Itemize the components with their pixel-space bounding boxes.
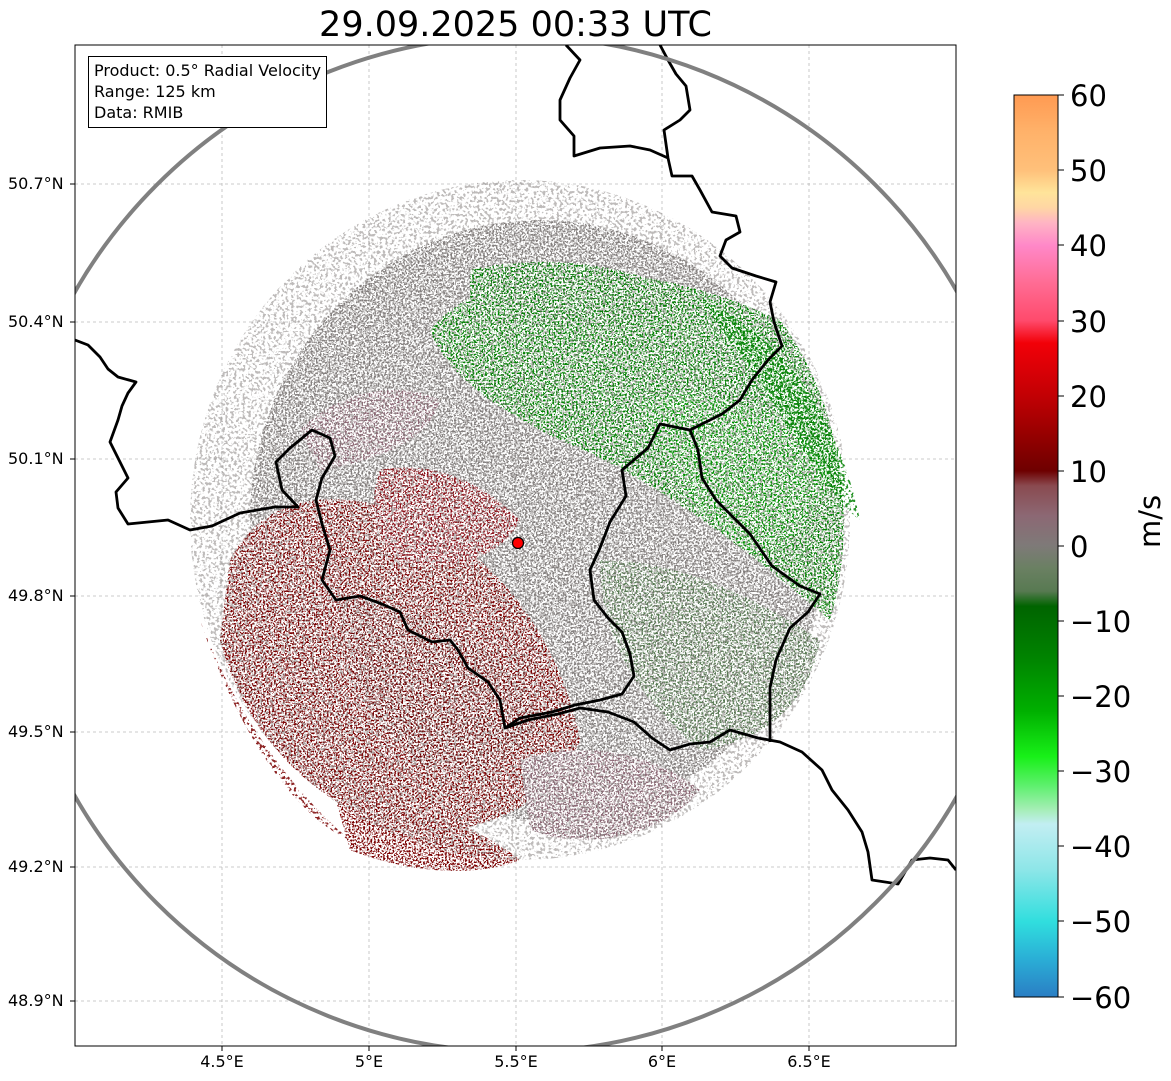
colorbar-ticks <box>1058 94 1064 998</box>
colorbar-tick-label: −30 <box>1070 755 1132 789</box>
range-label: Range: 125 km <box>94 82 216 101</box>
colorbar <box>1013 94 1059 998</box>
colorbar-tick-label: 0 <box>1070 530 1089 564</box>
lat-tick-label: 48.9°N <box>8 991 64 1010</box>
colorbar-tick-label: −40 <box>1070 830 1132 864</box>
radar-site-marker <box>511 536 525 550</box>
data-source-label: Data: RMIB <box>94 103 184 122</box>
colorbar-unit-label: m/s <box>1133 494 1167 548</box>
lat-tick-label: 50.4°N <box>8 312 64 331</box>
lon-tick-label: 6°E <box>647 1052 677 1071</box>
colorbar-tick-label: 20 <box>1070 380 1107 414</box>
colorbar-tick-label: 40 <box>1070 229 1107 263</box>
lat-tick-label: 49.5°N <box>8 722 64 741</box>
axis-ticks <box>70 183 810 1051</box>
lon-tick-label: 5°E <box>354 1052 384 1071</box>
colorbar-tick-label: 50 <box>1070 154 1107 188</box>
colorbar-tick-label: −10 <box>1070 605 1132 639</box>
map-title: 29.09.2025 00:33 UTC <box>319 5 712 45</box>
country-borders <box>75 45 956 886</box>
border-luxembourg <box>504 422 822 742</box>
colorbar-tick-label: −20 <box>1070 680 1132 714</box>
product-info-box: Product: 0.5° Radial Velocity Range: 125… <box>88 56 328 128</box>
product-label: Product: 0.5° Radial Velocity <box>94 61 322 80</box>
lon-tick-label: 4.5°E <box>200 1052 244 1071</box>
border-germany-belgium-east <box>558 45 784 432</box>
lon-tick-label: 5.5°E <box>494 1052 538 1071</box>
colorbar-tick-label: −50 <box>1070 905 1132 939</box>
lat-tick-label: 50.7°N <box>8 174 64 193</box>
colorbar-tick-label: −60 <box>1070 981 1132 1015</box>
colorbar-tick-label: 10 <box>1070 455 1107 489</box>
lat-tick-label: 49.8°N <box>8 586 64 605</box>
colorbar-tick-label: 60 <box>1070 79 1107 113</box>
lon-tick-label: 6.5°E <box>787 1052 831 1071</box>
colorbar-tick-label: 30 <box>1070 305 1107 339</box>
lat-tick-label: 49.2°N <box>8 857 64 876</box>
border-france-belgium-west <box>75 338 956 886</box>
lat-tick-label: 50.1°N <box>8 449 64 468</box>
velocity-echoes <box>190 180 860 871</box>
